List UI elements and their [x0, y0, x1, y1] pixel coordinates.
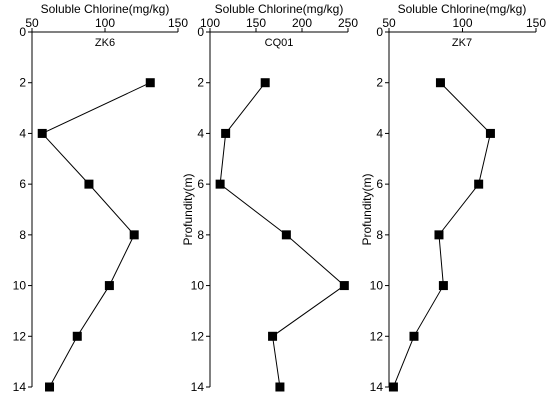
panel-zk6-y-tick-label: 14 — [13, 380, 27, 394]
panel-zk6-y-tick-label: 4 — [19, 126, 26, 140]
panel-cq01-x-tick-label: 200 — [292, 16, 312, 30]
panel-cq01-y-tick-label: 4 — [197, 126, 204, 140]
panel-zk7-xlabel: Soluble Chlorine(mg/kg) — [398, 2, 527, 16]
panel-cq01-y-tick-label: 10 — [191, 279, 205, 293]
panel-cq01-y-tick-label: 8 — [197, 228, 204, 242]
panel-cq01-x-tick-label: 150 — [246, 16, 266, 30]
panel-zk6: Soluble Chlorine(mg/kg) ZK6 50 100 150 0 2 4 6… — [13, 2, 189, 394]
panel-cq01-data-point — [215, 179, 225, 189]
panel-zk7-y-tick-label: 8 — [376, 228, 383, 242]
panel-cq01-x-tick-label: 250 — [338, 16, 358, 30]
panel-zk6-y-tick-label: 12 — [13, 329, 27, 343]
panel-zk6-title: ZK6 — [95, 37, 115, 49]
panel-zk6-x-tick-label: 150 — [168, 16, 188, 30]
panel-zk6-data-point — [37, 128, 47, 138]
panel-zk6-data-point — [104, 281, 114, 291]
panel-cq01-y-tick-label: 12 — [191, 329, 205, 343]
panel-zk6-y-tick-label: 0 — [19, 25, 26, 39]
panel-zk7-data-point — [388, 382, 398, 392]
panel-cq01-data-point — [281, 230, 291, 240]
panel-zk7-ylabel: Profundity(m) — [360, 173, 374, 245]
panel-cq01-y-tick-label: 6 — [197, 177, 204, 191]
panel-zk7-y-tick-label: 2 — [376, 76, 383, 90]
panel-cq01-y-tick-label: 0 — [197, 25, 204, 39]
panel-cq01-data-point — [268, 331, 278, 341]
panel-zk6-y-tick-label: 2 — [19, 76, 26, 90]
panel-zk6-data-point — [84, 179, 94, 189]
panel-zk7-data-point — [474, 179, 484, 189]
panel-cq01-title: CQ01 — [265, 37, 294, 49]
panel-zk7-data-point — [435, 78, 445, 88]
panel-zk7-x-tick-label: 150 — [526, 16, 546, 30]
panel-cq01: Soluble Chlorine(mg/kg) CQ01 100 150 200 25… — [181, 2, 358, 394]
panel-zk7-data-point — [485, 128, 495, 138]
panel-cq01-data-point — [339, 281, 349, 291]
panel-cq01-xlabel: Soluble Chlorine(mg/kg) — [215, 2, 344, 16]
panel-zk6-x-tick-label: 50 — [25, 16, 39, 30]
panel-zk7-y-tick-label: 12 — [370, 329, 384, 343]
panel-zk7-x-tick-label: 100 — [452, 16, 472, 30]
panel-zk6-xlabel: Soluble Chlorine(mg/kg) — [41, 2, 170, 16]
panel-zk6-data-point — [129, 230, 139, 240]
panel-zk6-data-point — [45, 382, 55, 392]
panel-zk6-data-point — [145, 78, 155, 88]
panel-cq01-y-tick-label: 14 — [191, 380, 205, 394]
panel-cq01-data-point — [260, 78, 270, 88]
panel-zk7-data-point — [434, 230, 444, 240]
panel-cq01-ylabel: Profundity(m) — [181, 173, 195, 245]
panel-zk7: Soluble Chlorine(mg/kg) ZK7 50 100 150 0 2 4 6… — [360, 2, 546, 394]
panel-cq01-data-point — [275, 382, 285, 392]
panel-zk6-y-tick-label: 6 — [19, 177, 26, 191]
panel-zk7-x-tick-label: 50 — [382, 16, 396, 30]
panel-zk7-data-point — [438, 281, 448, 291]
panel-zk7-title: ZK7 — [452, 37, 472, 49]
panel-cq01-x-tick-label: 100 — [200, 16, 220, 30]
panel-zk6-data-point — [72, 331, 82, 341]
panel-cq01-data-point — [221, 128, 231, 138]
panel-zk7-y-tick-label: 4 — [376, 126, 383, 140]
panel-zk7-y-tick-label: 14 — [370, 380, 384, 394]
panel-zk6-y-tick-label: 8 — [19, 228, 26, 242]
panel-zk6-y-tick-label: 10 — [13, 279, 27, 293]
panel-zk7-y-tick-label: 10 — [370, 279, 384, 293]
panel-zk7-data-point — [409, 331, 419, 341]
panel-zk6-x-tick-label: 100 — [95, 16, 115, 30]
panel-cq01-y-tick-label: 2 — [197, 76, 204, 90]
panel-zk7-y-tick-label: 0 — [376, 25, 383, 39]
panel-zk7-y-tick-label: 6 — [376, 177, 383, 191]
